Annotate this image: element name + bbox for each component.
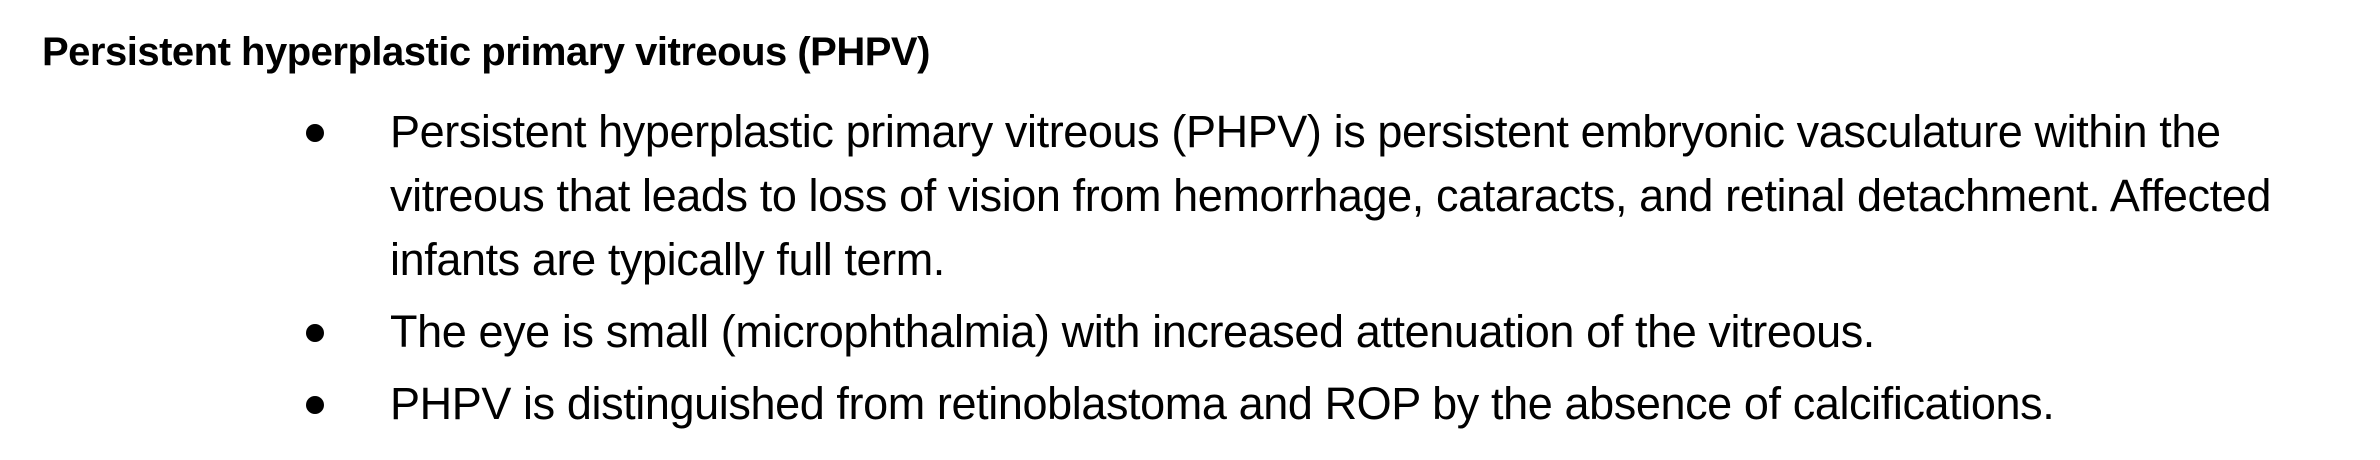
bullet-dot-icon xyxy=(306,396,324,414)
bullet-text: The eye is small (microphthalmia) with i… xyxy=(390,306,1875,357)
bullet-item: The eye is small (microphthalmia) with i… xyxy=(0,300,2380,364)
section-heading: Persistent hyperplastic primary vitreous… xyxy=(42,30,930,74)
bullet-dot-icon xyxy=(306,124,324,142)
bullet-text: PHPV is distinguished from retinoblastom… xyxy=(390,378,2055,429)
bullet-text: Persistent hyperplastic primary vitreous… xyxy=(390,106,2271,285)
bullet-dot-icon xyxy=(306,324,324,342)
bullet-item: PHPV is distinguished from retinoblastom… xyxy=(0,372,2380,436)
bullet-list: Persistent hyperplastic primary vitreous… xyxy=(0,100,2380,444)
bullet-item: Persistent hyperplastic primary vitreous… xyxy=(0,100,2380,292)
